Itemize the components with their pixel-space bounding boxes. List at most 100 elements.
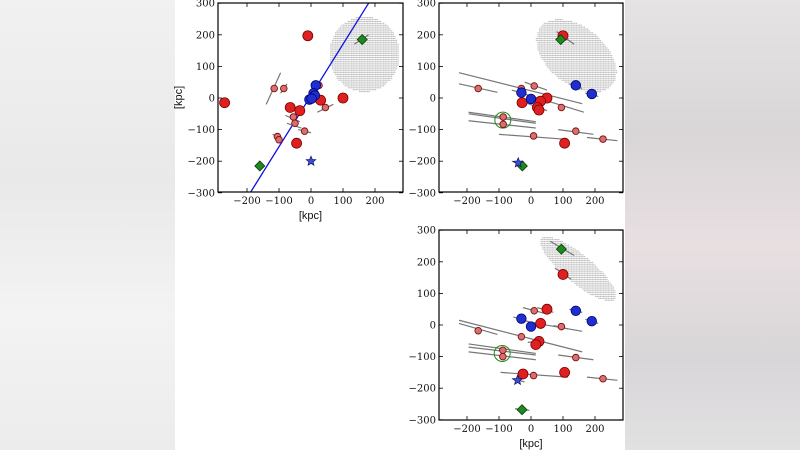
- region-dot: [341, 73, 343, 76]
- region-dot: [606, 295, 608, 298]
- region-dot: [559, 242, 562, 244]
- region-dot: [548, 58, 550, 60]
- region-dot: [370, 83, 372, 85]
- region-dot: [563, 68, 565, 70]
- region-dot: [537, 43, 539, 45]
- region-dot: [394, 43, 396, 45]
- region-dot: [593, 41, 595, 43]
- region-dot: [547, 237, 549, 239]
- region-dot: [599, 292, 602, 294]
- region-dot: [368, 26, 370, 28]
- region-dot: [333, 70, 335, 72]
- region-dot: [370, 64, 372, 66]
- region-dot: [607, 58, 610, 60]
- point-small-red: [270, 84, 278, 93]
- region-dot: [354, 83, 356, 85]
- region-dot: [572, 248, 574, 250]
- region-dot: [387, 28, 390, 30]
- region-dot: [355, 56, 358, 59]
- region-dot: [587, 36, 589, 38]
- region-dot: [582, 269, 584, 271]
- region-dot: [575, 258, 578, 260]
- region-dot: [566, 62, 568, 64]
- region-dot: [352, 45, 354, 47]
- region-dot: [373, 55, 375, 57]
- region-dot: [603, 286, 605, 288]
- region-dot: [561, 62, 563, 64]
- region-dot: [567, 68, 570, 70]
- region-dot: [383, 83, 385, 85]
- region-dot: [384, 79, 386, 81]
- region-dot: [580, 75, 582, 77]
- region-dot: [371, 73, 374, 76]
- region-dot: [556, 55, 558, 57]
- region-dot: [355, 79, 358, 81]
- region-dot: [347, 47, 350, 49]
- region-dot: [392, 51, 394, 53]
- region-dot: [346, 68, 348, 70]
- region-dot: [344, 73, 346, 76]
- region-dot: [349, 39, 351, 41]
- region-dot: [368, 87, 370, 89]
- region-dot: [389, 45, 391, 47]
- region-dot: [365, 34, 367, 36]
- region-dot: [341, 37, 343, 40]
- region-dot: [558, 252, 560, 254]
- region-dot: [354, 60, 356, 62]
- region-dot: [595, 288, 597, 290]
- region-dot: [383, 47, 385, 49]
- region-dot: [539, 37, 541, 40]
- region-dot: [338, 73, 340, 76]
- region-dot: [357, 68, 359, 70]
- region-dot: [373, 26, 375, 28]
- region-dot: [612, 58, 614, 60]
- region-dot: [587, 37, 589, 40]
- region-dot: [349, 70, 351, 72]
- region-dot: [341, 64, 343, 66]
- region-dot: [559, 77, 562, 79]
- region-dot: [370, 56, 372, 59]
- region-dot: [563, 55, 565, 57]
- region-dot: [566, 45, 568, 47]
- region-dot: [601, 51, 603, 53]
- region-dot: [352, 24, 354, 26]
- region-dot: [389, 72, 391, 74]
- region-dot: [574, 34, 576, 36]
- region-dot: [579, 53, 581, 55]
- region-dot: [362, 64, 364, 66]
- region-dot: [373, 34, 375, 36]
- region-dot: [582, 79, 584, 81]
- region-dot: [550, 39, 552, 41]
- region-dot: [359, 51, 361, 53]
- region-dot: [575, 70, 578, 72]
- region-dot: [343, 73, 345, 76]
- region-dot: [359, 85, 361, 87]
- region-dot: [598, 62, 600, 64]
- region-dot: [558, 51, 560, 53]
- region-dot: [598, 53, 600, 55]
- region-dot: [333, 43, 335, 45]
- region-dot: [387, 60, 390, 62]
- region-dot: [607, 290, 610, 292]
- region-dot: [574, 280, 576, 282]
- region-dot: [577, 265, 579, 267]
- region-dot: [371, 60, 374, 62]
- region-dot: [543, 47, 546, 49]
- region-dot: [606, 56, 608, 59]
- region-dot: [553, 244, 555, 246]
- region-dot: [593, 87, 595, 89]
- region-dot: [389, 47, 391, 49]
- region-dot: [599, 77, 602, 79]
- region-dot: [593, 276, 595, 279]
- region-dot: [606, 64, 608, 66]
- region-dot: [378, 79, 380, 81]
- region-dot: [338, 60, 340, 62]
- region-dot: [575, 34, 578, 36]
- region-dot: [347, 30, 350, 32]
- region-dot: [365, 17, 367, 19]
- region-dot: [360, 58, 362, 60]
- region-dot: [555, 30, 557, 32]
- region-dot: [575, 273, 578, 275]
- region-dot: [542, 58, 544, 60]
- region-dot: [384, 68, 386, 70]
